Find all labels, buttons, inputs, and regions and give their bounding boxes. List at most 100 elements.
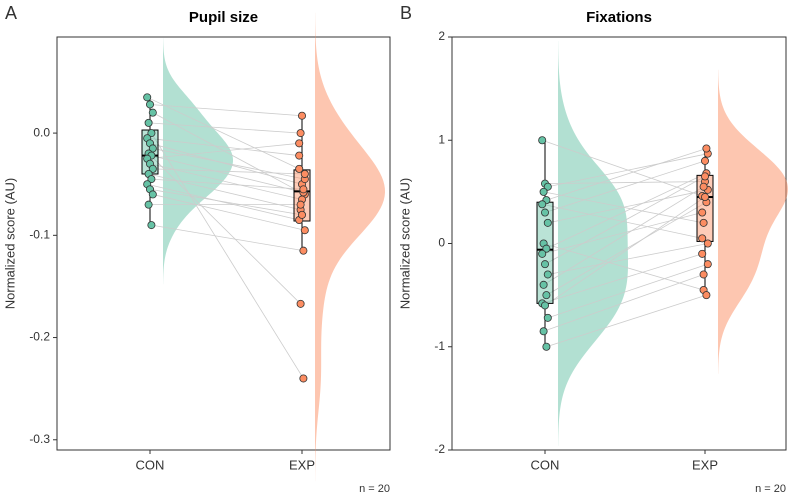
pair-line bbox=[546, 172, 707, 250]
note: n = 20 bbox=[359, 483, 390, 495]
point bbox=[538, 249, 547, 258]
y-tick-label: 1 bbox=[438, 132, 445, 146]
point bbox=[144, 118, 153, 127]
point bbox=[703, 260, 712, 269]
pair-line bbox=[149, 142, 303, 185]
point bbox=[295, 151, 304, 160]
x-tick-label: CON bbox=[136, 457, 165, 472]
point bbox=[145, 100, 154, 109]
pair-line bbox=[542, 212, 703, 255]
point bbox=[296, 129, 305, 138]
point bbox=[539, 327, 548, 336]
density bbox=[315, 12, 385, 482]
point bbox=[538, 136, 547, 145]
point bbox=[148, 190, 157, 199]
x-tick-label: EXP bbox=[692, 457, 718, 472]
pair-line bbox=[543, 186, 704, 286]
y-tick-label: -0.1 bbox=[29, 227, 50, 241]
point bbox=[295, 139, 304, 148]
point bbox=[541, 208, 550, 217]
pair-line bbox=[149, 104, 303, 117]
point bbox=[703, 239, 712, 248]
pair-line bbox=[151, 155, 304, 193]
point bbox=[147, 221, 156, 230]
point bbox=[698, 234, 707, 243]
pair-line bbox=[152, 148, 305, 180]
pair-line bbox=[149, 188, 303, 216]
point bbox=[148, 108, 157, 117]
pair-line bbox=[547, 153, 708, 188]
pair-line bbox=[547, 263, 708, 319]
point bbox=[541, 301, 550, 310]
panel-label: A bbox=[5, 3, 17, 23]
point bbox=[701, 193, 710, 202]
panel-label: B bbox=[400, 3, 412, 23]
point bbox=[295, 164, 304, 173]
point bbox=[299, 185, 308, 194]
pair-line bbox=[152, 168, 305, 175]
pair-line bbox=[151, 224, 304, 252]
pair-line bbox=[546, 201, 707, 296]
chart-title: Fixations bbox=[586, 9, 652, 26]
pair-line bbox=[544, 176, 706, 265]
note: n = 20 bbox=[755, 483, 786, 495]
pair-line bbox=[547, 243, 708, 275]
y-tick-label: 0 bbox=[438, 236, 445, 250]
point bbox=[148, 164, 157, 173]
pair-line bbox=[543, 243, 704, 291]
pair-line bbox=[147, 137, 300, 156]
x-tick-label: EXP bbox=[289, 457, 315, 472]
point bbox=[299, 374, 308, 383]
point bbox=[297, 210, 306, 219]
point bbox=[296, 200, 305, 209]
y-axis-label: Normalized score (AU) bbox=[2, 178, 17, 309]
point bbox=[699, 218, 708, 227]
point bbox=[143, 93, 152, 102]
y-tick-label: -2 bbox=[434, 442, 445, 456]
y-tick-label: 0.0 bbox=[33, 125, 50, 139]
point bbox=[701, 156, 710, 165]
point bbox=[698, 208, 707, 217]
point bbox=[542, 244, 551, 253]
pair-line bbox=[546, 148, 707, 201]
pair-line bbox=[542, 253, 703, 304]
pair-line bbox=[151, 178, 304, 190]
pair-line bbox=[147, 183, 300, 221]
y-tick-label: -1 bbox=[434, 339, 445, 353]
point bbox=[539, 280, 548, 289]
y-tick-label: -0.3 bbox=[29, 432, 50, 446]
point bbox=[297, 111, 306, 120]
point bbox=[147, 175, 156, 184]
y-tick-label: -0.2 bbox=[29, 330, 50, 344]
point bbox=[299, 246, 308, 255]
point bbox=[542, 342, 551, 351]
point bbox=[542, 291, 551, 300]
point bbox=[541, 260, 550, 269]
pair-line bbox=[151, 132, 304, 379]
chart-title: Pupil size bbox=[189, 9, 258, 26]
y-axis-label: Normalized score (AU) bbox=[397, 178, 412, 309]
pair-line bbox=[147, 142, 300, 160]
pair-line bbox=[148, 122, 301, 134]
point bbox=[539, 187, 548, 196]
point bbox=[144, 200, 153, 209]
point bbox=[538, 200, 547, 209]
pair-line bbox=[148, 153, 301, 305]
density bbox=[163, 38, 233, 285]
pair-line bbox=[148, 173, 301, 211]
point bbox=[147, 129, 156, 138]
pair-line bbox=[147, 96, 300, 170]
point bbox=[543, 182, 552, 191]
point bbox=[698, 249, 707, 258]
pair-line bbox=[544, 160, 706, 213]
pair-line bbox=[546, 294, 707, 348]
point bbox=[300, 169, 309, 178]
point bbox=[543, 218, 552, 227]
y-tick-label: 2 bbox=[438, 29, 445, 43]
point bbox=[701, 172, 710, 181]
pair-line bbox=[547, 189, 708, 224]
density bbox=[558, 41, 628, 446]
pair-line bbox=[544, 196, 706, 306]
point bbox=[699, 182, 708, 191]
